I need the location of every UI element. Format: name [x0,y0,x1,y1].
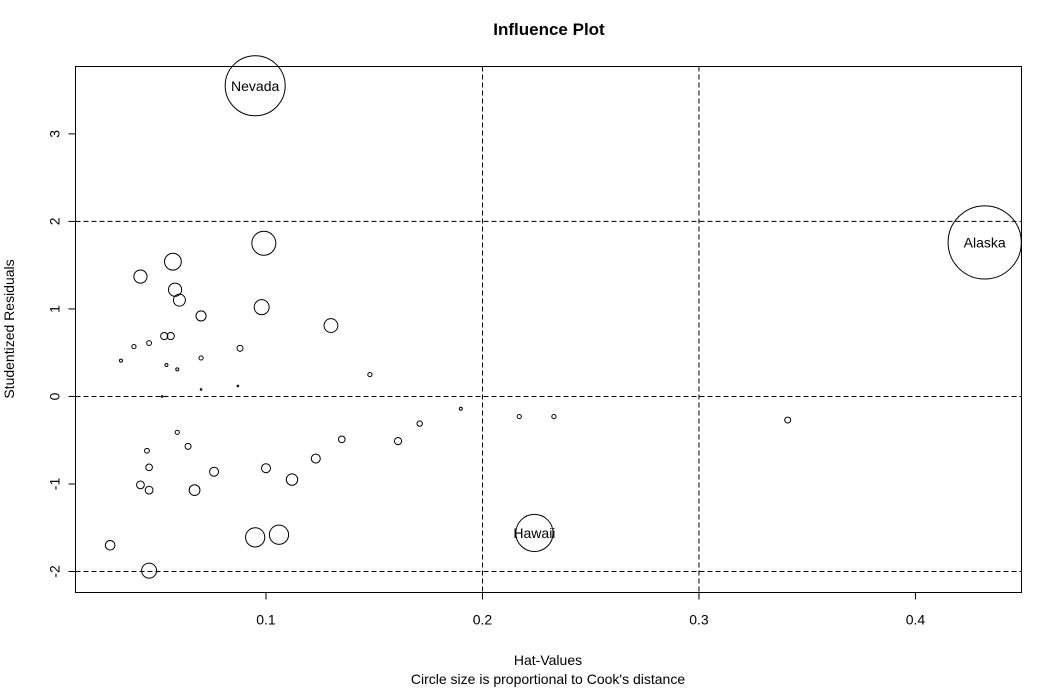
data-point [310,453,321,464]
data-point [251,230,277,256]
data-point [118,358,123,363]
y-axis: -2 -1 0 1 2 3 [47,130,76,578]
data-point [458,406,463,411]
y-tick-label: 3 [47,130,63,138]
y-tick-label: 0 [47,392,63,400]
data-point [174,429,180,435]
data-point [199,388,203,391]
point-label: Hawaii [513,525,555,541]
data-point [393,436,403,446]
data-point [253,299,270,316]
data-point [131,343,137,350]
x-tick-label: 0.2 [473,612,493,628]
plot-frame [75,66,1022,593]
data-point [175,367,180,372]
data-point [164,362,169,367]
data-point [104,539,116,551]
x-axis: 0.1 0.2 0.3 0.4 [256,592,926,628]
data-point [260,463,271,474]
data-point [145,463,153,472]
data-point [160,395,164,398]
point-labels: Nevada Alaska Hawaii [231,78,1006,541]
data-point [144,485,154,495]
data-point [172,293,186,307]
data-point [236,384,240,388]
data-point [337,435,346,444]
data-points [104,55,1022,579]
data-point [146,340,153,346]
y-axis-label: Studentized Residuals [1,259,17,398]
chart-title: Influence Plot [493,20,605,39]
y-tick-label: -2 [47,565,63,578]
x-axis-label: Hat-Values [514,652,582,668]
data-point [285,473,299,486]
data-point [551,413,557,420]
data-point [160,331,169,341]
x-tick-label: 0.4 [906,612,926,628]
data-point [947,205,1022,280]
chart-subtitle: Circle size is proportional to Cook's di… [411,671,685,687]
x-tick-label: 0.1 [256,612,276,628]
data-point [136,480,145,490]
data-point [784,416,792,424]
data-point [164,252,182,271]
data-point [141,562,158,579]
data-point [323,318,339,333]
data-point [268,524,290,545]
data-point [515,513,554,553]
y-tick-label: 1 [47,305,63,313]
data-point [245,527,266,548]
data-point [195,310,207,322]
data-point [236,344,244,352]
data-point [198,355,204,361]
y-tick-label: 2 [47,217,63,225]
data-point [184,442,192,450]
point-label: Nevada [231,78,279,94]
data-point [416,420,423,427]
y-tick-label: -1 [47,478,63,491]
point-label: Alaska [964,234,1006,250]
reference-lines [75,66,1022,593]
x-tick-label: 0.3 [689,612,709,628]
data-point [188,484,201,497]
data-point [367,371,373,378]
data-point [209,466,220,477]
data-point [166,331,175,341]
data-point [144,447,150,454]
data-point [516,413,522,420]
data-point [133,269,148,284]
data-point [224,55,286,117]
